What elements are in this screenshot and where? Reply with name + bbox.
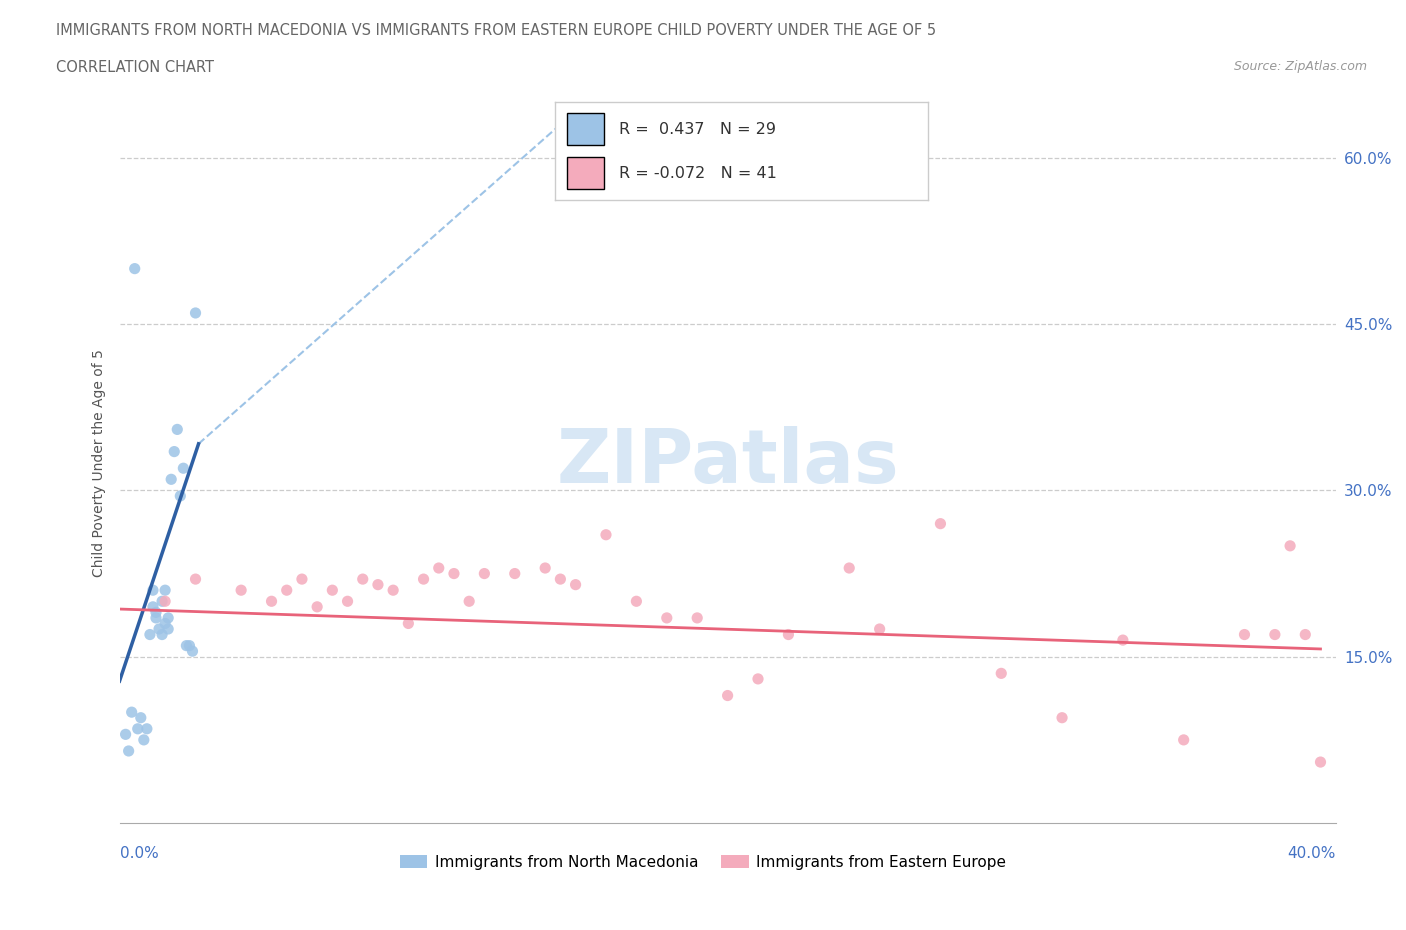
Point [150,594,173,609]
Point [153,583,176,598]
Point [1112,632,1135,647]
Point [121,705,143,720]
Point [534,561,557,576]
Point [367,578,389,592]
Point [114,727,136,742]
Point [145,604,167,619]
Point [172,460,194,475]
Point [626,594,648,609]
Point [276,583,298,598]
Point [139,627,162,642]
Point [929,516,952,531]
Point [503,566,526,581]
Point [291,572,314,587]
Point [352,572,374,587]
Text: CORRELATION CHART: CORRELATION CHART [56,60,214,75]
Point [132,733,155,748]
Point [869,621,891,636]
FancyBboxPatch shape [567,157,603,189]
Point [382,583,405,598]
Point [321,583,343,598]
Point [1309,754,1331,769]
Point [142,583,165,598]
Point [396,616,419,631]
Point [686,610,709,625]
Point [157,610,180,625]
Point [655,610,678,625]
Text: 40.0%: 40.0% [1288,846,1336,861]
Point [1294,627,1316,642]
Point [838,561,860,576]
Point [412,572,434,587]
Point [153,594,176,609]
Point [135,722,157,737]
Point [336,594,359,609]
Point [117,744,139,759]
Text: Source: ZipAtlas.com: Source: ZipAtlas.com [1233,60,1367,73]
Point [458,594,481,609]
Text: R = -0.072   N = 41: R = -0.072 N = 41 [619,166,776,180]
Point [1050,711,1073,725]
Point [231,583,253,598]
Point [148,621,170,636]
FancyBboxPatch shape [567,113,603,145]
Point [427,561,450,576]
Point [990,666,1012,681]
Point [181,644,204,658]
Point [1279,538,1302,553]
Point [778,627,800,642]
Point [157,621,180,636]
Point [307,600,329,615]
Point [169,488,191,503]
Point [747,671,769,686]
Point [1173,733,1195,748]
Text: 0.0%: 0.0% [120,846,159,861]
Point [142,600,165,615]
Point [564,578,586,592]
Text: R =  0.437   N = 29: R = 0.437 N = 29 [619,122,776,137]
Point [163,445,186,459]
Text: IMMIGRANTS FROM NORTH MACEDONIA VS IMMIGRANTS FROM EASTERN EUROPE CHILD POVERTY : IMMIGRANTS FROM NORTH MACEDONIA VS IMMIG… [56,23,936,38]
Point [1264,627,1286,642]
Point [176,638,198,653]
Point [127,722,149,737]
Legend: Immigrants from North Macedonia, Immigrants from Eastern Europe: Immigrants from North Macedonia, Immigra… [394,848,1012,876]
Point [124,261,146,276]
Text: ZIPatlas: ZIPatlas [557,426,898,499]
Point [145,610,167,625]
Point [166,422,188,437]
Point [550,572,572,587]
Point [153,616,176,631]
Point [179,638,201,653]
Point [150,627,173,642]
Point [184,306,207,321]
Point [717,688,740,703]
Point [472,566,496,581]
Point [1233,627,1256,642]
Point [160,472,183,486]
Point [260,594,283,609]
Y-axis label: Child Poverty Under the Age of 5: Child Poverty Under the Age of 5 [91,349,105,577]
Point [184,572,207,587]
Point [443,566,465,581]
Point [129,711,152,725]
Point [595,527,617,542]
